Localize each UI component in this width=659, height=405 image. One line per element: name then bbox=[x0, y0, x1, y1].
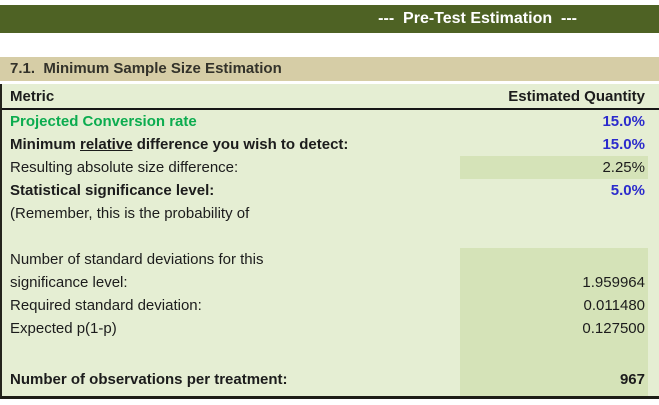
label-standard-deviations-line1: Number of standard deviations for this bbox=[10, 251, 264, 268]
row-blank-1 bbox=[2, 225, 659, 248]
table-header-row: Metric Estimated Quantity bbox=[2, 84, 659, 110]
cell-standard-deviations-top[interactable] bbox=[460, 248, 648, 271]
worksheet-title-bar: --- Pre-Test Estimation --- bbox=[0, 5, 659, 33]
row-standard-deviations-line1: Number of standard deviations for this bbox=[2, 248, 659, 271]
row-required-standard-deviation: Required standard deviation: 0.011480 bbox=[2, 294, 659, 317]
cell-remember-note-value bbox=[460, 202, 648, 225]
row-minimum-relative-difference: Minimum relative difference you wish to … bbox=[2, 133, 659, 156]
label-minimum-relative-difference: Minimum relative difference you wish to … bbox=[2, 136, 460, 153]
row-blank-2 bbox=[2, 340, 659, 363]
row-observations-per-treatment: Number of observations per treatment: 96… bbox=[2, 363, 659, 396]
row-projected-conversion-rate: Projected Conversion rate 15.0% bbox=[2, 110, 659, 133]
label-remember-note: (Remember, this is the probability of bbox=[10, 205, 250, 222]
cell-statistical-significance-level-value[interactable]: 5.0% bbox=[610, 182, 645, 199]
cell-minimum-relative-difference-value[interactable]: 15.0% bbox=[602, 136, 645, 153]
label-required-standard-deviation: Required standard deviation: bbox=[10, 297, 202, 314]
label-part-underlined: relative bbox=[80, 136, 133, 153]
cell-blank-2-value bbox=[460, 340, 648, 363]
cell-projected-conversion-rate-value[interactable]: 15.0% bbox=[602, 113, 645, 130]
cell-blank-1-value bbox=[460, 225, 648, 248]
label-projected-conversion-rate: Projected Conversion rate bbox=[10, 113, 197, 130]
row-significance-level-line2: significance level: 1.959964 bbox=[2, 271, 659, 294]
row-expected-p1p: Expected p(1-p) 0.127500 bbox=[2, 317, 659, 340]
section-heading: 7.1. Minimum Sample Size Estimation bbox=[0, 57, 659, 81]
row-remember-note: (Remember, this is the probability of bbox=[2, 202, 659, 225]
label-significance-level-line2: significance level: bbox=[10, 274, 128, 291]
column-header-estimated-quantity: Estimated Quantity bbox=[508, 87, 645, 105]
cell-standard-deviations-value[interactable]: 1.959964 bbox=[460, 271, 648, 294]
cell-resulting-absolute-difference-value[interactable]: 2.25% bbox=[460, 156, 648, 179]
column-header-metric: Metric bbox=[10, 87, 55, 105]
label-observations-per-treatment: Number of observations per treatment: bbox=[10, 371, 288, 388]
cell-required-standard-deviation-value[interactable]: 0.011480 bbox=[460, 294, 648, 317]
row-resulting-absolute-difference: Resulting absolute size difference: 2.25… bbox=[2, 156, 659, 179]
cell-observations-per-treatment-value[interactable]: 967 bbox=[460, 363, 648, 396]
cell-expected-p1p-value[interactable]: 0.127500 bbox=[460, 317, 648, 340]
label-resulting-absolute-difference: Resulting absolute size difference: bbox=[10, 159, 239, 176]
label-expected-p1p: Expected p(1-p) bbox=[10, 320, 117, 337]
sample-size-table: Metric Estimated Quantity Projected Conv… bbox=[0, 84, 659, 399]
row-statistical-significance-level: Statistical significance level: 5.0% bbox=[2, 179, 659, 202]
label-statistical-significance-level: Statistical significance level: bbox=[10, 182, 215, 199]
label-part-pre: Minimum bbox=[10, 136, 80, 153]
label-part-post: difference you wish to detect: bbox=[132, 136, 349, 153]
